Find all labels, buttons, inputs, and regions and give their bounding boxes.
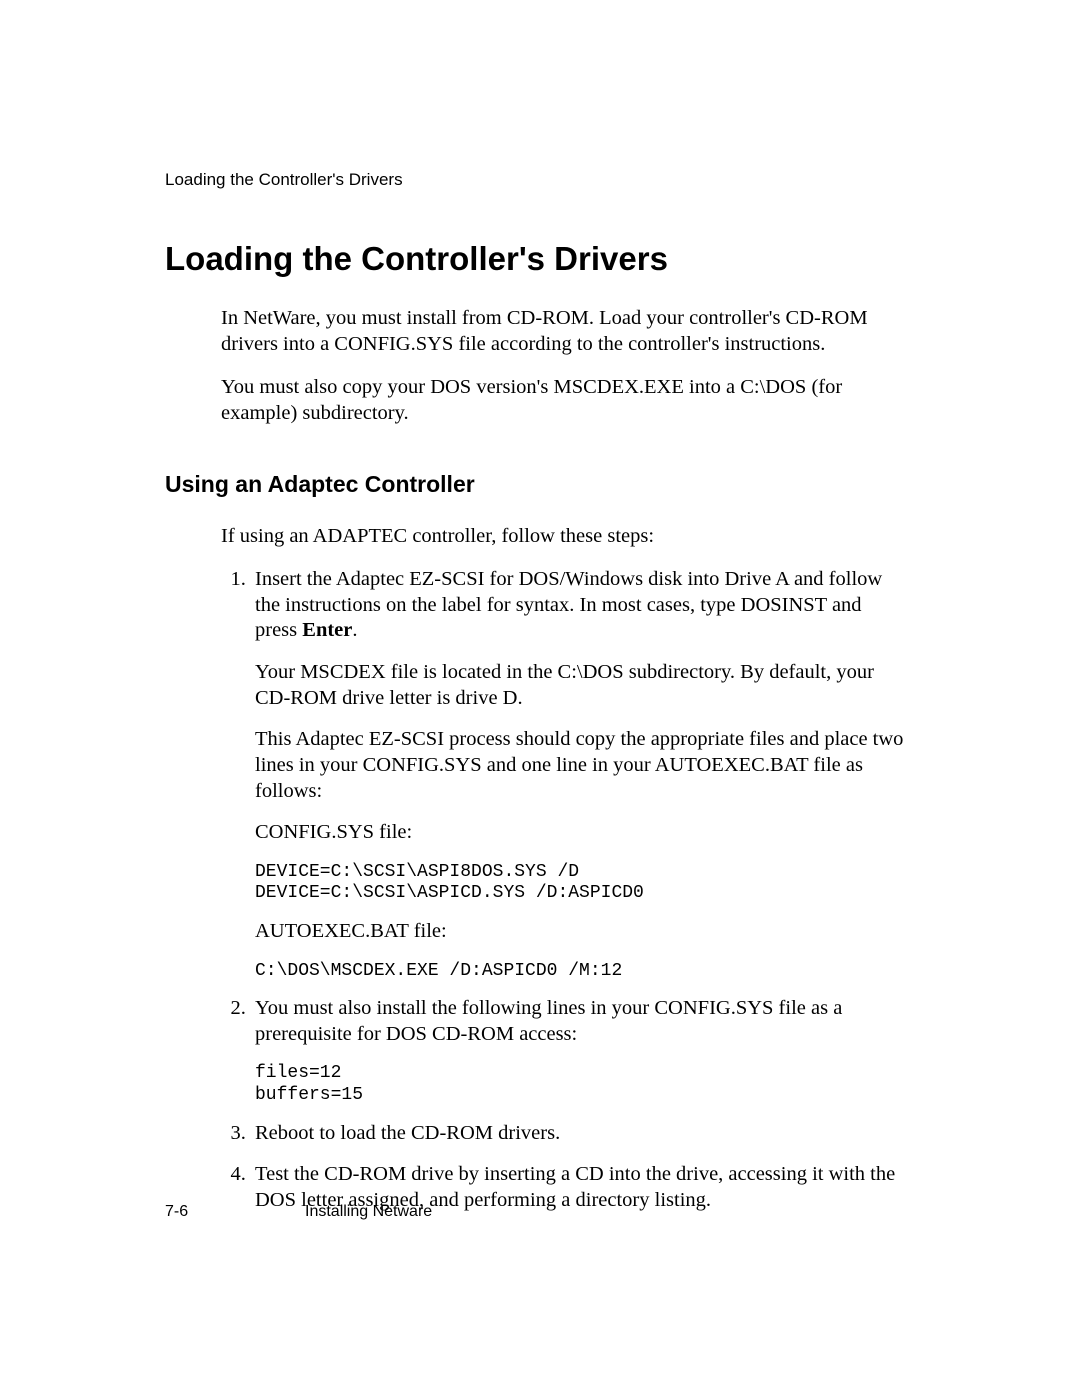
section-body: If using an ADAPTEC controller, follow t… xyxy=(221,524,905,1214)
section-subhead: Using an Adaptec Controller xyxy=(165,471,905,498)
step-1-p2: Your MSCDEX file is located in the C:\DO… xyxy=(255,660,905,711)
step-1-p1-b: . xyxy=(352,619,357,641)
step-1-p1: Insert the Adaptec EZ-SCSI for DOS/Windo… xyxy=(255,567,905,644)
page: Loading the Controller's Drivers Loading… xyxy=(0,0,1080,1397)
intro-paragraph-2: You must also copy your DOS version's MS… xyxy=(221,375,905,426)
footer-chapter-title: Installing Netware xyxy=(305,1203,432,1220)
footer-page-number: 7-6 xyxy=(165,1203,305,1221)
section-intro: If using an ADAPTEC controller, follow t… xyxy=(221,524,905,550)
intro-block: In NetWare, you must install from CD-ROM… xyxy=(221,306,905,427)
autoexec-label: AUTOEXEC.BAT file: xyxy=(255,919,905,945)
page-title: Loading the Controller's Drivers xyxy=(165,240,905,278)
running-header: Loading the Controller's Drivers xyxy=(165,170,905,190)
step-3: Reboot to load the CD-ROM drivers. xyxy=(251,1121,905,1147)
config-sys-code: DEVICE=C:\SCSI\ASPI8DOS.SYS /D DEVICE=C:… xyxy=(255,862,905,905)
step-2-p1: You must also install the following line… xyxy=(255,996,905,1047)
steps-list: Insert the Adaptec EZ-SCSI for DOS/Windo… xyxy=(221,567,905,1213)
step-1-p3: This Adaptec EZ-SCSI process should copy… xyxy=(255,727,905,804)
step-2: You must also install the following line… xyxy=(251,996,905,1106)
autoexec-code: C:\DOS\MSCDEX.EXE /D:ASPICD0 /M:12 xyxy=(255,961,905,983)
intro-paragraph-1: In NetWare, you must install from CD-ROM… xyxy=(221,306,905,357)
step-1-enter-bold: Enter xyxy=(302,619,352,641)
step-2-code: files=12 buffers=15 xyxy=(255,1063,905,1106)
step-1: Insert the Adaptec EZ-SCSI for DOS/Windo… xyxy=(251,567,905,982)
page-footer: 7-6Installing Netware xyxy=(165,1203,432,1221)
config-sys-label: CONFIG.SYS file: xyxy=(255,820,905,846)
step-3-text: Reboot to load the CD-ROM drivers. xyxy=(255,1121,905,1147)
